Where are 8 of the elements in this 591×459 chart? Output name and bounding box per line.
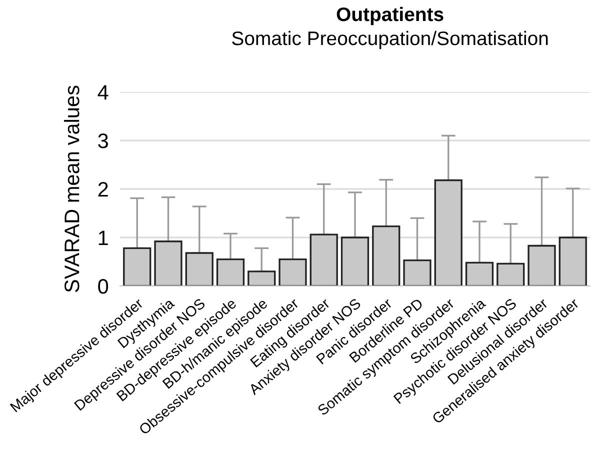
y-tick-label: 2 <box>98 182 108 197</box>
chart-subtitle: Somatic Preoccupation/Somatisation <box>232 30 548 50</box>
y-tick-label: 4 <box>98 85 108 100</box>
y-tick-label: 1 <box>98 230 108 246</box>
y-axis-title: SVARAD mean values <box>64 86 80 292</box>
chart-title: Outpatients <box>336 6 444 26</box>
y-tick-label: 3 <box>98 134 108 148</box>
y-tick-label: 0 <box>98 279 108 294</box>
